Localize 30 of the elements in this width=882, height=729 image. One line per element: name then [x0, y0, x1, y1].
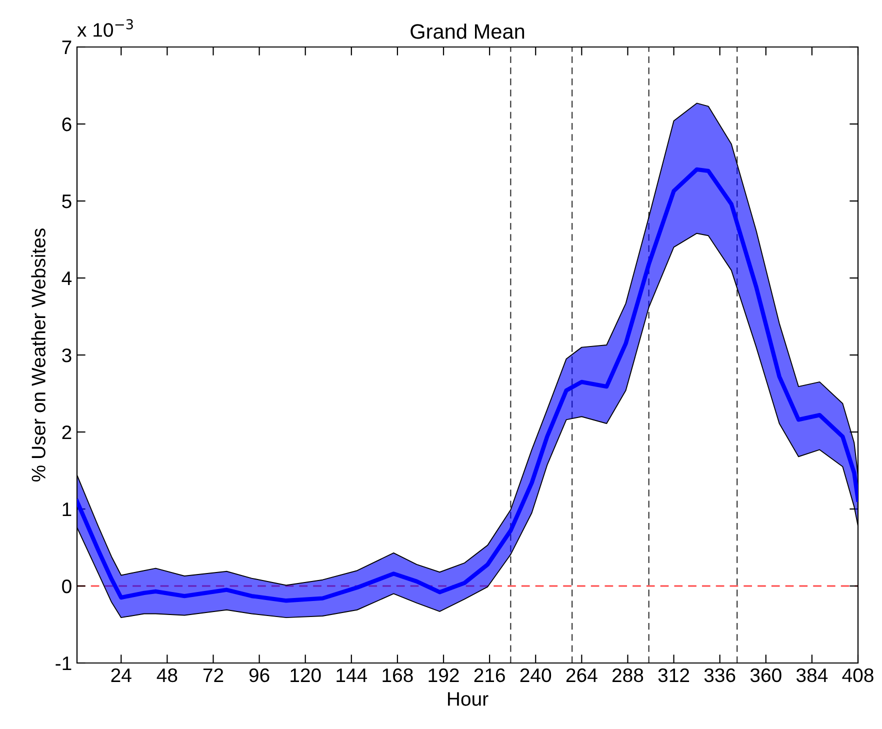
y-tick-label: 3 — [62, 348, 72, 362]
x-tick-label: 72 — [203, 668, 224, 682]
x-tick-label: 192 — [428, 668, 459, 682]
x-tick-label: 312 — [658, 668, 690, 682]
y-tick-label: 2 — [62, 425, 72, 440]
y-tick-label: 1 — [62, 502, 72, 516]
x-tick-label: 216 — [474, 668, 505, 682]
x-axis-title: Hour — [448, 692, 488, 706]
y-tick-label: 5 — [62, 194, 72, 208]
y-axis-title: % User on Weather Websites — [31, 228, 46, 482]
x-tick-label: 168 — [382, 668, 413, 682]
x-tick-label: 384 — [796, 668, 828, 682]
y-tick-label: -1 — [56, 656, 72, 670]
x-tick-label: 336 — [704, 668, 736, 682]
x-tick-label: 288 — [612, 668, 644, 682]
x-tick-label: 144 — [336, 668, 368, 682]
y-tick-label: 0 — [62, 579, 72, 594]
x-tick-label: 264 — [566, 668, 598, 682]
y-tick-label: 6 — [62, 117, 72, 132]
chart-title: Grand Mean — [410, 24, 524, 39]
text: x 10$^{−3}$ — [77, 19, 133, 37]
x-tick-label: 48 — [156, 668, 178, 682]
y-tick-label: 7 — [62, 40, 72, 54]
x-tick-label: 240 — [520, 668, 552, 682]
x-tick-label: 120 — [290, 668, 321, 682]
x-tick-label: 360 — [750, 668, 782, 682]
x-tick-label: 24 — [111, 668, 132, 682]
x-tick-label: 96 — [249, 668, 270, 682]
x-tick-label: 408 — [842, 668, 874, 682]
y-tick-label: 4 — [62, 272, 72, 286]
